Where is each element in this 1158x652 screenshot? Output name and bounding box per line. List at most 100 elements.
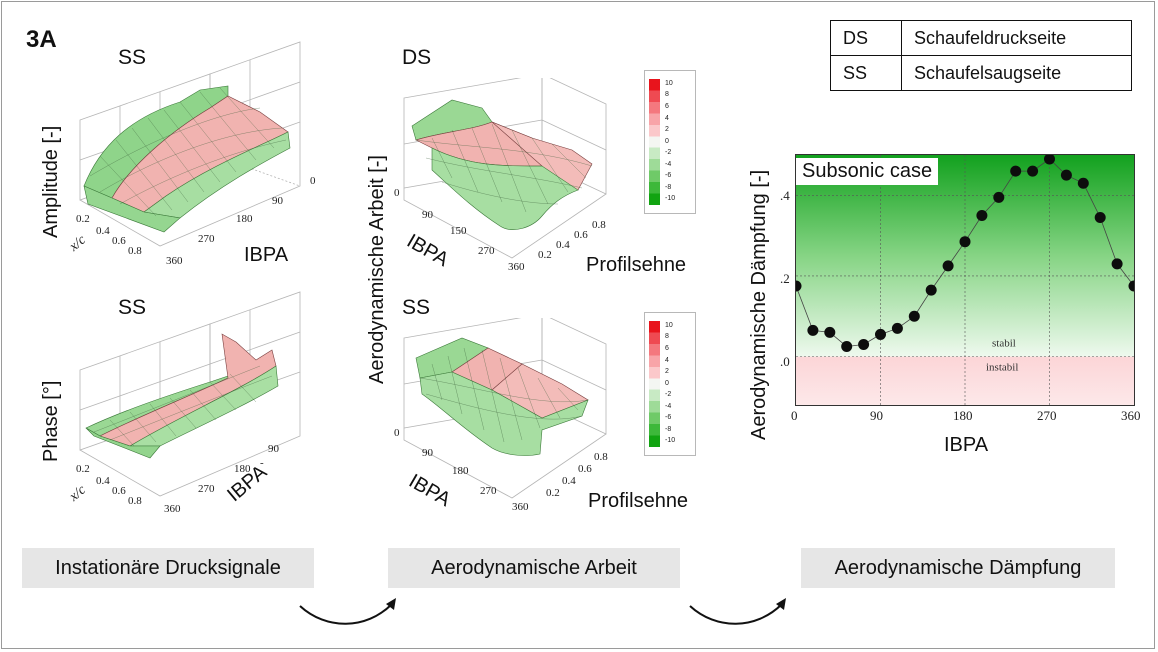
work-ds-ibpa-tick: 270 — [478, 245, 495, 257]
flow-step-pressure: Instationäre Drucksignale — [22, 548, 314, 588]
work-ss-zero: 0 — [394, 427, 400, 439]
phase-xc-tick: 0.6 — [112, 485, 126, 497]
damping-point — [908, 310, 920, 322]
colorbar-ss: 10 8 6 4 2 0 -2 -4 -6 -8 -10 — [644, 312, 696, 456]
legend-key: SS — [830, 55, 902, 91]
amp-ibpa-tick: 360 — [166, 255, 183, 267]
work-ss-ibpa-tick: 180 — [452, 465, 469, 477]
damping-x-tick: 0 — [791, 408, 798, 423]
damping-x-tick: 180 — [953, 408, 973, 423]
colorbar-label: -8 — [665, 184, 672, 191]
damping-x-tick: 270 — [1037, 408, 1057, 423]
damping-point — [841, 341, 853, 353]
subsonic-badge: Subsonic case — [796, 158, 939, 185]
amp-ibpa-tick: 180 — [236, 213, 253, 225]
colorbar-gradient — [649, 79, 660, 205]
damping-point — [1128, 280, 1134, 292]
work-ylabel: Aerodynamische Arbeit [-] — [366, 155, 388, 384]
amp-ibpa-label: IBPA — [244, 244, 289, 266]
damping-point — [1044, 155, 1055, 165]
damping-point — [807, 324, 819, 336]
colorbar-label: 10 — [665, 80, 673, 87]
damping-y-tick: .0 — [780, 354, 790, 369]
flow-arrow-icon — [299, 598, 396, 625]
damping-point — [925, 284, 937, 296]
damping-point — [796, 280, 802, 292]
damping-chart-svg: stabil instabil — [796, 155, 1134, 405]
phase-ibpa-tick-dash: - — [260, 457, 264, 469]
figure-label: 3A — [26, 26, 57, 53]
damping-point — [858, 339, 870, 351]
damping-point — [1060, 169, 1072, 181]
colorbar-ds: 10 8 6 4 2 0 -2 -4 -6 -8 -10 — [644, 70, 696, 214]
colorbar-label: -6 — [665, 414, 672, 421]
work-ss-profil-label: Profilsehne — [588, 490, 689, 512]
work-ds-ibpa-tick: 360 — [508, 261, 525, 273]
colorbar-label: 0 — [665, 380, 669, 387]
phase-surface-plot: 0.2 0.4 0.6 0.8 90 180 - 270 360 — [76, 291, 301, 515]
colorbar-label: 2 — [665, 368, 669, 375]
colorbar-label: 6 — [665, 345, 669, 352]
work-ss-prof-tick: 0.6 — [578, 463, 592, 475]
damping-ylabel: Aerodynamische Dämpfung [-] — [748, 169, 770, 440]
colorbar-label: -4 — [665, 403, 672, 410]
damping-xlabel: IBPA — [944, 434, 989, 456]
phase-xc-tick: 0.8 — [128, 495, 142, 507]
work-ds-ibpa-tick: 90 — [422, 209, 434, 221]
damping-points — [796, 155, 1134, 353]
colorbar-label: 4 — [665, 115, 669, 122]
legend-row: DS Schaufeldruckseite — [830, 20, 1132, 56]
phase-ibpa-tick: 360 — [164, 503, 181, 515]
damping-point — [1094, 212, 1106, 223]
damping-point — [1010, 165, 1022, 177]
phase-ibpa-tick: 180 — [234, 463, 251, 475]
work-ss-prof-tick: 0.8 — [594, 451, 608, 463]
stable-label: stabil — [992, 338, 1016, 350]
damping-y-tick: .4 — [780, 188, 790, 203]
colorbar-label: -4 — [665, 161, 672, 168]
damping-point — [1111, 258, 1123, 270]
phase-xc-tick: 0.4 — [96, 475, 110, 487]
phase-plot-title: SS — [118, 296, 147, 319]
colorbar-label: -6 — [665, 172, 672, 179]
legend-value: Schaufelsaugseite — [901, 55, 1132, 91]
damping-point — [976, 209, 988, 221]
work-ss-ibpa-tick: 90 — [422, 447, 434, 459]
damping-point — [875, 328, 886, 340]
colorbar-label: -2 — [665, 391, 672, 398]
work-ss-prof-tick: 0.2 — [546, 487, 560, 499]
damping-x-tick: 90 — [870, 408, 883, 423]
colorbar-label: -2 — [665, 149, 672, 156]
amp-xc-tick: 0.8 — [128, 245, 142, 257]
work-ss-ibpa-tick: 270 — [480, 485, 497, 497]
amp-ibpa-tick: 90 — [272, 195, 284, 207]
damping-point — [993, 191, 1005, 203]
unstable-label: instabil — [986, 362, 1018, 374]
flow-arrow-icon — [689, 598, 786, 625]
colorbar-gradient — [649, 321, 660, 447]
damping-x-tick: 360 — [1121, 408, 1141, 423]
colorbar-label: 0 — [665, 138, 669, 145]
work-ss-title: SS — [402, 296, 431, 319]
legend-key: DS — [830, 20, 902, 56]
work-ds-ibpa-tick: 150 — [450, 225, 467, 237]
work-ds-prof-tick: 0.2 — [538, 249, 552, 261]
flow-step-work: Aerodynamische Arbeit — [388, 548, 680, 588]
damping-point — [959, 236, 971, 248]
colorbar-label: 8 — [665, 333, 669, 340]
work-ds-surface-plot: 0 90 150 270 360 0.2 0.4 0.6 0.8 — [394, 78, 607, 273]
work-ds-prof-tick: 0.4 — [556, 239, 570, 251]
work-ds-zero: 0 — [394, 187, 400, 199]
work-ds-profil-label: Profilsehne — [586, 254, 687, 276]
colorbar-label: 10 — [665, 322, 673, 329]
colorbar-label: -10 — [665, 437, 676, 444]
colorbar-label: -8 — [665, 426, 672, 433]
colorbar-label: 8 — [665, 91, 669, 98]
legend-row: SS Schaufelsaugseite — [830, 55, 1132, 91]
legend-table: DS Schaufeldruckseite SS Schaufelsaugsei… — [830, 20, 1132, 91]
damping-chart: stabil instabil — [795, 154, 1135, 406]
amp-xc-tick: 0.6 — [112, 235, 126, 247]
phase-xc-tick: 0.2 — [76, 463, 90, 475]
grid — [796, 155, 1134, 405]
legend-value: Schaufeldruckseite — [901, 20, 1132, 56]
